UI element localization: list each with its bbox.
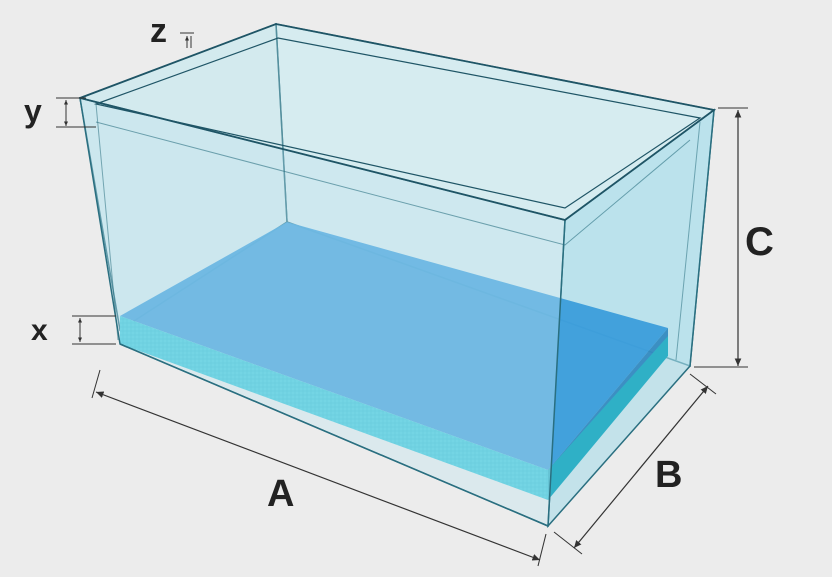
extension-a-right (537, 533, 547, 567)
extension-b-bottom (553, 531, 583, 555)
label-a: A (267, 473, 294, 515)
label-c: C (745, 220, 774, 264)
dimension-line-b (573, 385, 709, 549)
label-x: x (31, 314, 48, 347)
extension-b-top (689, 373, 717, 395)
front-glass-thickness (95, 103, 119, 341)
label-z: z (150, 12, 167, 50)
label-b: B (655, 454, 682, 496)
dimension-line-a (95, 391, 541, 561)
tank-top-inner (93, 37, 702, 209)
front-inner-rim (95, 121, 691, 246)
extension-a-left (91, 369, 101, 399)
tank-top-rim (76, 23, 717, 221)
label-y: y (24, 93, 42, 129)
right-glass-thickness (675, 121, 701, 361)
